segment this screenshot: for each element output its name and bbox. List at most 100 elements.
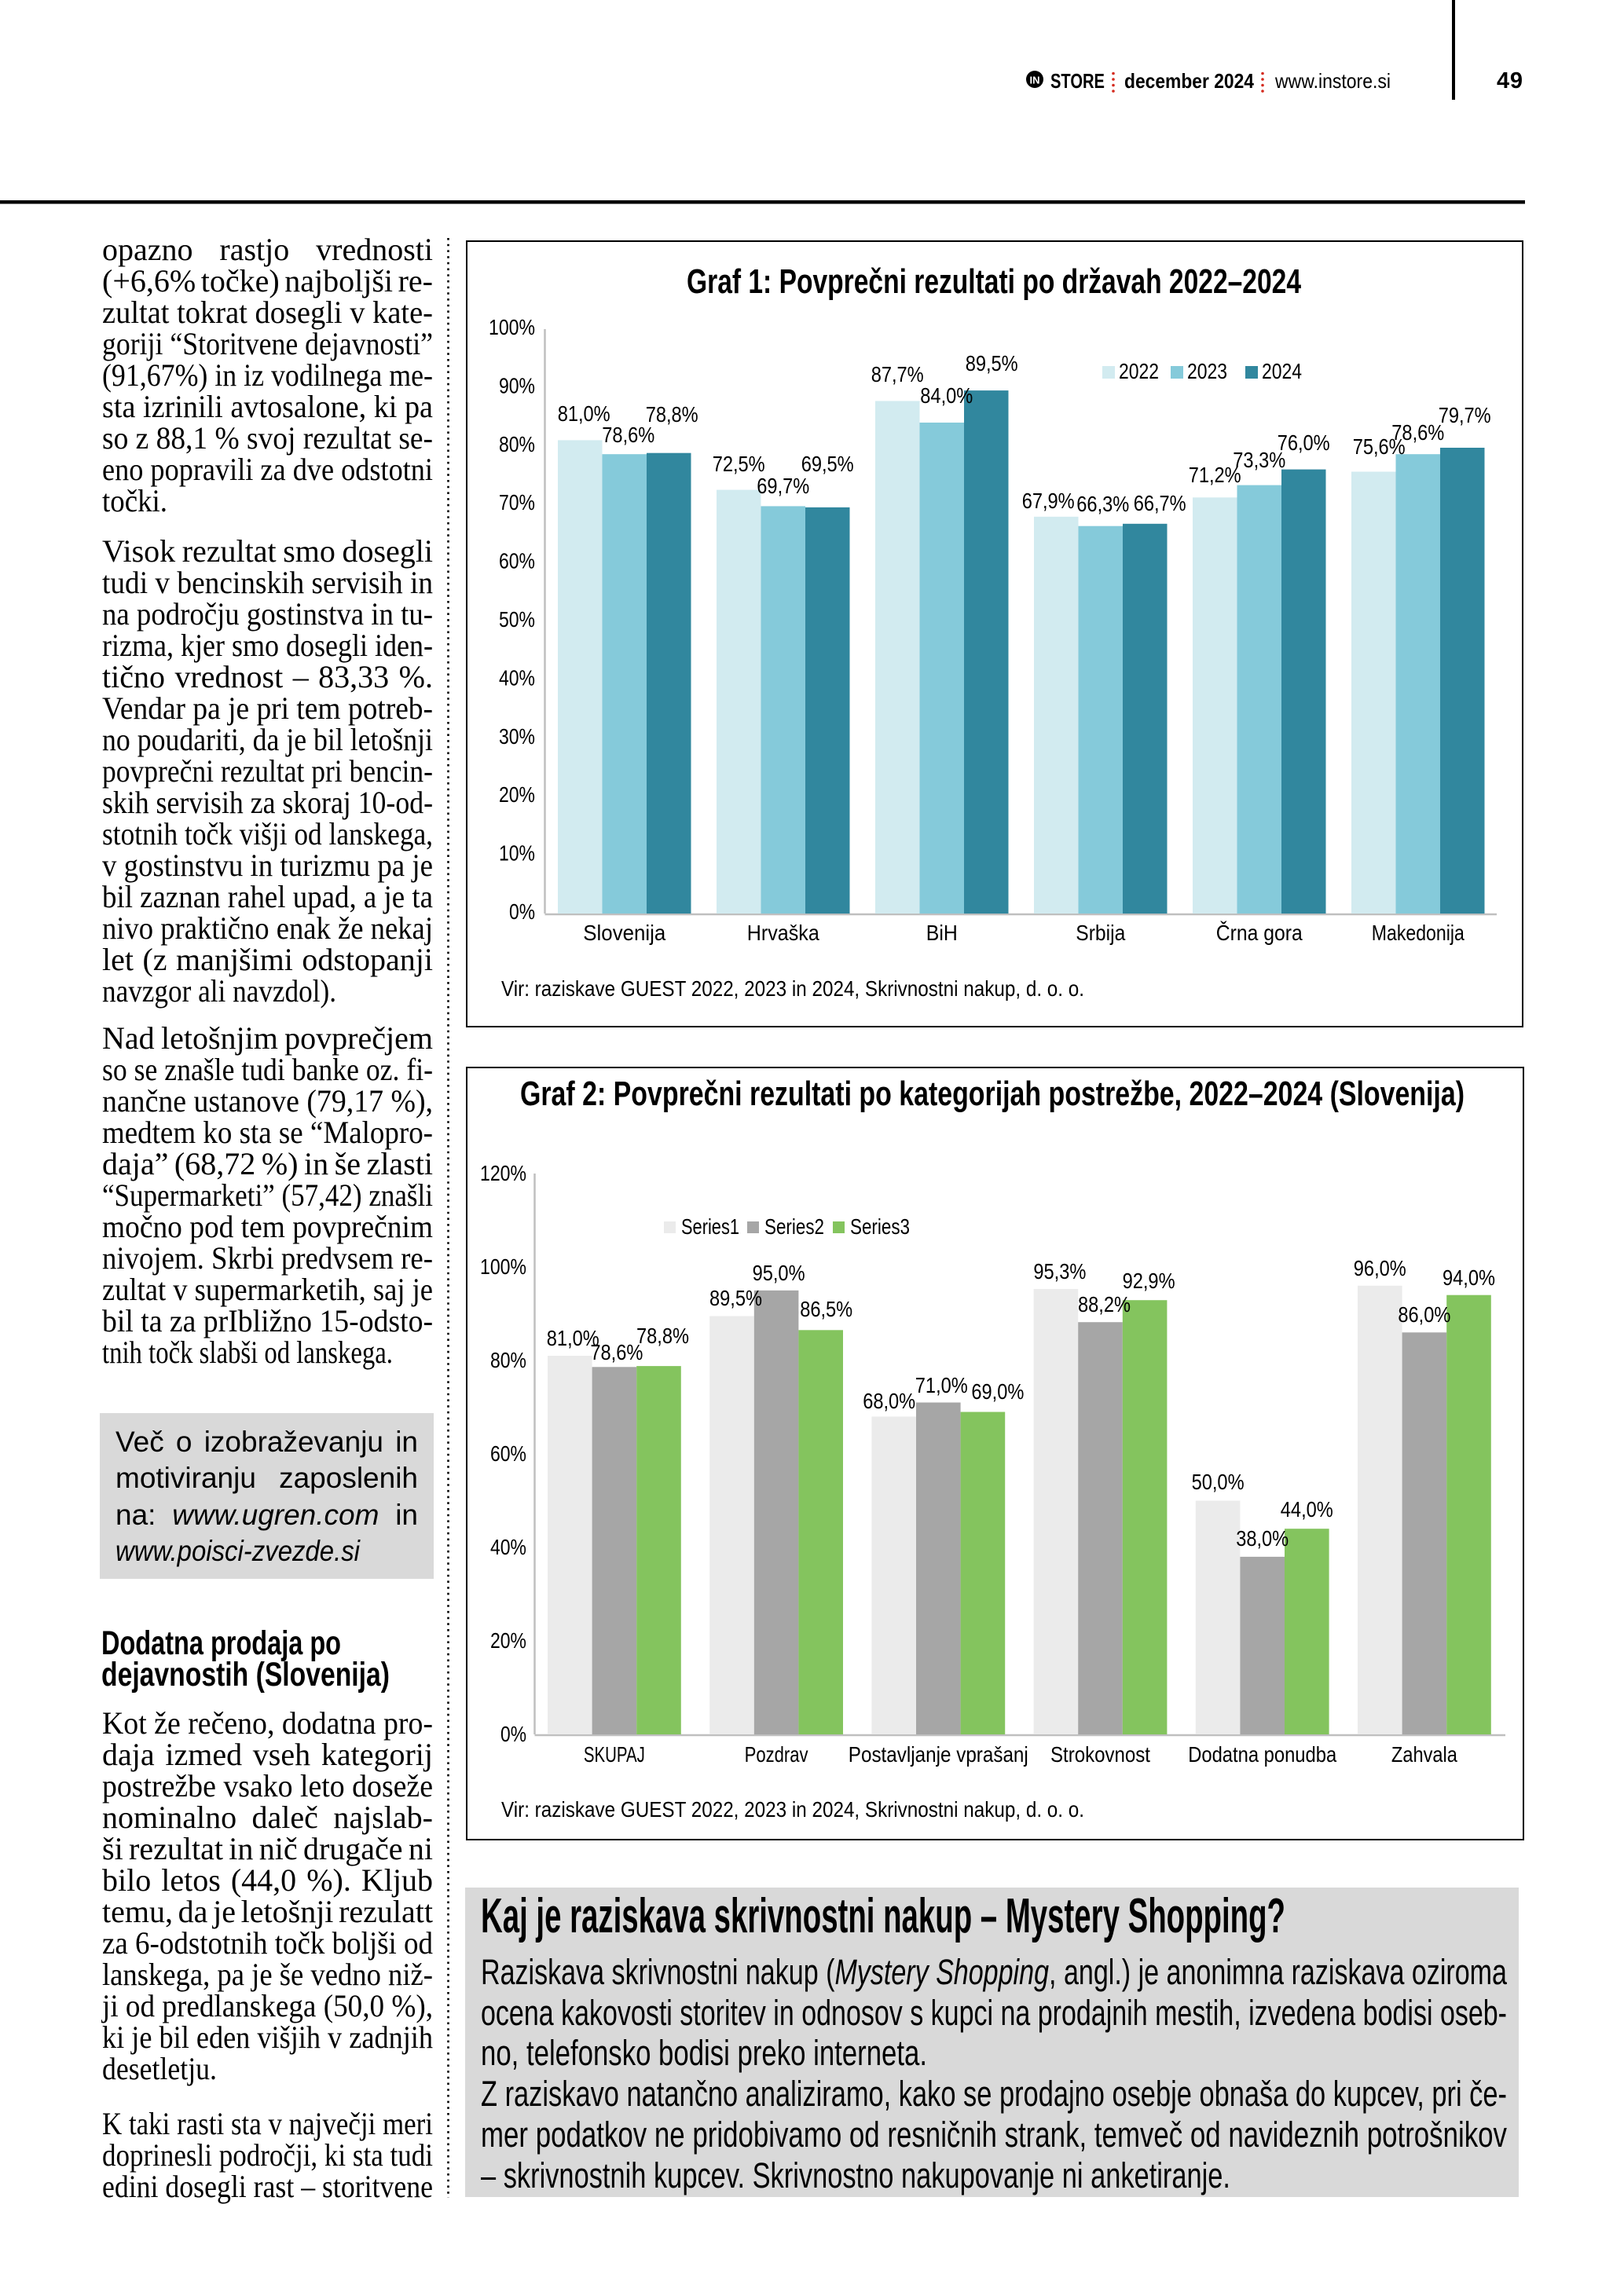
svg-text:bilo letos (44,0 %). Kljub: bilo letos (44,0 %). Kljub bbox=[102, 1862, 433, 1898]
svg-text:60%: 60% bbox=[499, 549, 535, 573]
svg-text:78,6%: 78,6% bbox=[602, 423, 654, 447]
svg-text:75,6%: 75,6% bbox=[1353, 434, 1406, 459]
svg-text:96,0%: 96,0% bbox=[1354, 1256, 1406, 1280]
svg-text:100%: 100% bbox=[489, 315, 535, 339]
svg-text:2023: 2023 bbox=[1187, 359, 1227, 383]
svg-text:120%: 120% bbox=[480, 1161, 526, 1185]
svg-text:www.poisci-zvezde.si: www.poisci-zvezde.si bbox=[115, 1535, 361, 1567]
svg-text:78,6%: 78,6% bbox=[1391, 420, 1444, 445]
svg-text:Zahvala: Zahvala bbox=[1391, 1742, 1457, 1767]
svg-text:81,0%: 81,0% bbox=[558, 401, 610, 426]
svg-text:Več o izobraževanju in: Več o izobraževanju in bbox=[115, 1426, 418, 1458]
svg-text:89,5%: 89,5% bbox=[709, 1286, 762, 1310]
svg-text:67,9%: 67,9% bbox=[1022, 489, 1075, 513]
svg-text:69,5%: 69,5% bbox=[801, 452, 854, 476]
svg-text:50,0%: 50,0% bbox=[1192, 1470, 1245, 1494]
svg-text:stotnih točk višji od lanskega: stotnih točk višji od lanskega, bbox=[102, 816, 433, 851]
svg-text:Nad letošnjim povprečjem: Nad letošnjim povprečjem bbox=[102, 1020, 433, 1056]
svg-text:2022: 2022 bbox=[1119, 359, 1159, 383]
svg-text:92,9%: 92,9% bbox=[1123, 1269, 1175, 1293]
svg-text:daja” (68,72 %) in še zlasti: daja” (68,72 %) in še zlasti bbox=[102, 1146, 433, 1181]
svg-text:Strokovnost: Strokovnost bbox=[1050, 1742, 1150, 1767]
svg-text:Graf 1: Povprečni rezultati po: Graf 1: Povprečni rezultati po državah 2… bbox=[687, 262, 1301, 301]
svg-text:daja izmed vseh kategorij: daja izmed vseh kategorij bbox=[102, 1737, 433, 1772]
svg-text:nivo praktično enak že nekaj: nivo praktično enak že nekaj bbox=[102, 910, 433, 946]
svg-text:2024: 2024 bbox=[1262, 359, 1302, 383]
svg-text:(+6,6% točke) najboljši re-: (+6,6% točke) najboljši re- bbox=[102, 263, 433, 298]
svg-text:Hrvaška: Hrvaška bbox=[747, 921, 819, 945]
svg-text:motiviranju zaposlenih: motiviranju zaposlenih bbox=[115, 1462, 418, 1494]
svg-text:desetletju.: desetletju. bbox=[102, 2051, 217, 2086]
svg-text:78,8%: 78,8% bbox=[646, 402, 698, 427]
svg-text:na področju gostinstva in tu-: na področju gostinstva in tu- bbox=[102, 596, 433, 632]
svg-text:sta izrinili avtosalone, ki pa: sta izrinili avtosalone, ki pa bbox=[102, 389, 433, 424]
svg-text:87,7%: 87,7% bbox=[871, 362, 924, 386]
svg-text:86,0%: 86,0% bbox=[1398, 1302, 1450, 1327]
svg-text:temu, da je letošnji rezulatt: temu, da je letošnji rezulatt bbox=[102, 1894, 433, 1929]
svg-text:78,8%: 78,8% bbox=[636, 1324, 689, 1348]
svg-text:Kot že rečeno, dodatna pro-: Kot že rečeno, dodatna pro- bbox=[102, 1705, 433, 1741]
svg-text:40%: 40% bbox=[490, 1535, 526, 1559]
svg-text:zultat tokrat dosegli v kate-: zultat tokrat dosegli v kate- bbox=[102, 295, 433, 330]
svg-text:december 2024: december 2024 bbox=[1124, 69, 1254, 93]
svg-text:Vir: raziskave GUEST 2022, 202: Vir: raziskave GUEST 2022, 2023 in 2024,… bbox=[501, 1797, 1084, 1822]
svg-text:20%: 20% bbox=[490, 1628, 526, 1653]
svg-text:rizma, kjer smo dosegli iden-: rizma, kjer smo dosegli iden- bbox=[102, 628, 433, 663]
svg-text:0%: 0% bbox=[509, 899, 535, 924]
svg-text:66,7%: 66,7% bbox=[1134, 491, 1186, 515]
svg-text:100%: 100% bbox=[480, 1254, 526, 1279]
svg-text:40%: 40% bbox=[499, 665, 535, 690]
svg-text:95,0%: 95,0% bbox=[753, 1261, 805, 1285]
svg-text:bil ta za prIbližno 15-odsto-: bil ta za prIbližno 15-odsto- bbox=[102, 1303, 433, 1338]
svg-text:postrežbe vsako leto doseže: postrežbe vsako leto doseže bbox=[102, 1768, 433, 1803]
svg-text:71,2%: 71,2% bbox=[1189, 463, 1241, 487]
svg-text:v gostinstvu in turizmu pa je: v gostinstvu in turizmu pa je bbox=[102, 848, 433, 883]
svg-text:edini dosegli rast – storitven: edini dosegli rast – storitvene bbox=[102, 2169, 433, 2204]
svg-text:69,7%: 69,7% bbox=[757, 474, 809, 498]
svg-text:ocena kakovosti storitev in od: ocena kakovosti storitev in odnosov s ku… bbox=[481, 1993, 1507, 2033]
svg-text:K taki rasti sta v največji me: K taki rasti sta v največji meri bbox=[102, 2106, 433, 2141]
svg-text:goriji “Storitvene dejavnosti”: goriji “Storitvene dejavnosti” bbox=[102, 326, 433, 361]
svg-text:88,2%: 88,2% bbox=[1078, 1292, 1131, 1316]
svg-text:89,5%: 89,5% bbox=[966, 351, 1018, 375]
svg-text:Slovenija: Slovenija bbox=[583, 921, 665, 945]
svg-text:mer podatkov ne pridobivamo od: mer podatkov ne pridobivamo od resničnih… bbox=[481, 2115, 1507, 2155]
svg-text:Vir: raziskave GUEST 2022, 202: Vir: raziskave GUEST 2022, 2023 in 2024,… bbox=[501, 976, 1084, 1001]
svg-text:so z 88,1 % svoj rezultat se-: so z 88,1 % svoj rezultat se- bbox=[102, 420, 433, 456]
svg-text:Series2: Series2 bbox=[764, 1214, 824, 1239]
svg-text:Visok rezultat smo dosegli: Visok rezultat smo dosegli bbox=[102, 533, 433, 569]
svg-text:73,3%: 73,3% bbox=[1233, 448, 1285, 472]
svg-text:STORE: STORE bbox=[1050, 69, 1105, 93]
svg-text:so se znašle tudi banke oz. fi: so se znašle tudi banke oz. fi- bbox=[102, 1052, 433, 1087]
svg-text:94,0%: 94,0% bbox=[1443, 1265, 1495, 1290]
svg-text:Makedonija: Makedonija bbox=[1372, 921, 1465, 945]
svg-text:skih servisih za skoraj 10-od-: skih servisih za skoraj 10-od- bbox=[102, 785, 433, 820]
svg-text:nivojem. Skrbi predvsem re-: nivojem. Skrbi predvsem re- bbox=[102, 1240, 433, 1276]
svg-text:doprinesli področji, ki sta tu: doprinesli področji, ki sta tudi bbox=[102, 2137, 433, 2173]
svg-text:medtem ko sta se “Malopro-: medtem ko sta se “Malopro- bbox=[102, 1115, 433, 1150]
svg-text:0%: 0% bbox=[500, 1722, 526, 1746]
svg-text:BiH: BiH bbox=[926, 921, 958, 945]
svg-text:72,5%: 72,5% bbox=[713, 452, 765, 476]
svg-text:Series3: Series3 bbox=[850, 1214, 910, 1239]
svg-text:no, telefonsko bodisi preko in: no, telefonsko bodisi preko interneta. bbox=[481, 2033, 927, 2073]
svg-text:86,5%: 86,5% bbox=[800, 1297, 852, 1321]
svg-text:Dodatna prodaja po: Dodatna prodaja po bbox=[101, 1624, 341, 1662]
svg-text:66,3%: 66,3% bbox=[1076, 492, 1129, 516]
svg-text:ji od predlanskega (50,0 %),: ji od predlanskega (50,0 %), bbox=[101, 1988, 433, 2023]
svg-text:ši rezultat in nič drugače ni: ši rezultat in nič drugače ni bbox=[102, 1831, 433, 1866]
svg-text:nominalno daleč najslab-: nominalno daleč najslab- bbox=[102, 1800, 433, 1835]
svg-text:20%: 20% bbox=[499, 782, 535, 807]
svg-text:76,0%: 76,0% bbox=[1278, 430, 1330, 455]
svg-text:no poudariti, da je bil letošn: no poudariti, da je bil letošnji bbox=[102, 722, 433, 757]
svg-text:49: 49 bbox=[1497, 68, 1523, 93]
svg-text:povprečni rezultat pri bencin-: povprečni rezultat pri bencin- bbox=[102, 753, 433, 789]
svg-text:eno popravili za dve odstotni: eno popravili za dve odstotni bbox=[102, 452, 433, 487]
svg-text:opazno rastjo vrednosti: opazno rastjo vrednosti bbox=[102, 232, 433, 267]
svg-text:Z raziskavo natančno analizira: Z raziskavo natančno analiziramo, kako s… bbox=[481, 2074, 1507, 2114]
svg-text:Vendar pa je pri tem potreb-: Vendar pa je pri tem potreb- bbox=[102, 690, 433, 726]
svg-text:Srbija: Srbija bbox=[1076, 921, 1125, 945]
svg-text:nančne ustanove (79,17 %),: nančne ustanove (79,17 %), bbox=[102, 1083, 433, 1119]
svg-text:lanskega, pa je še vedno niž-: lanskega, pa je še vedno niž- bbox=[102, 1957, 433, 1992]
svg-text:60%: 60% bbox=[490, 1441, 526, 1466]
